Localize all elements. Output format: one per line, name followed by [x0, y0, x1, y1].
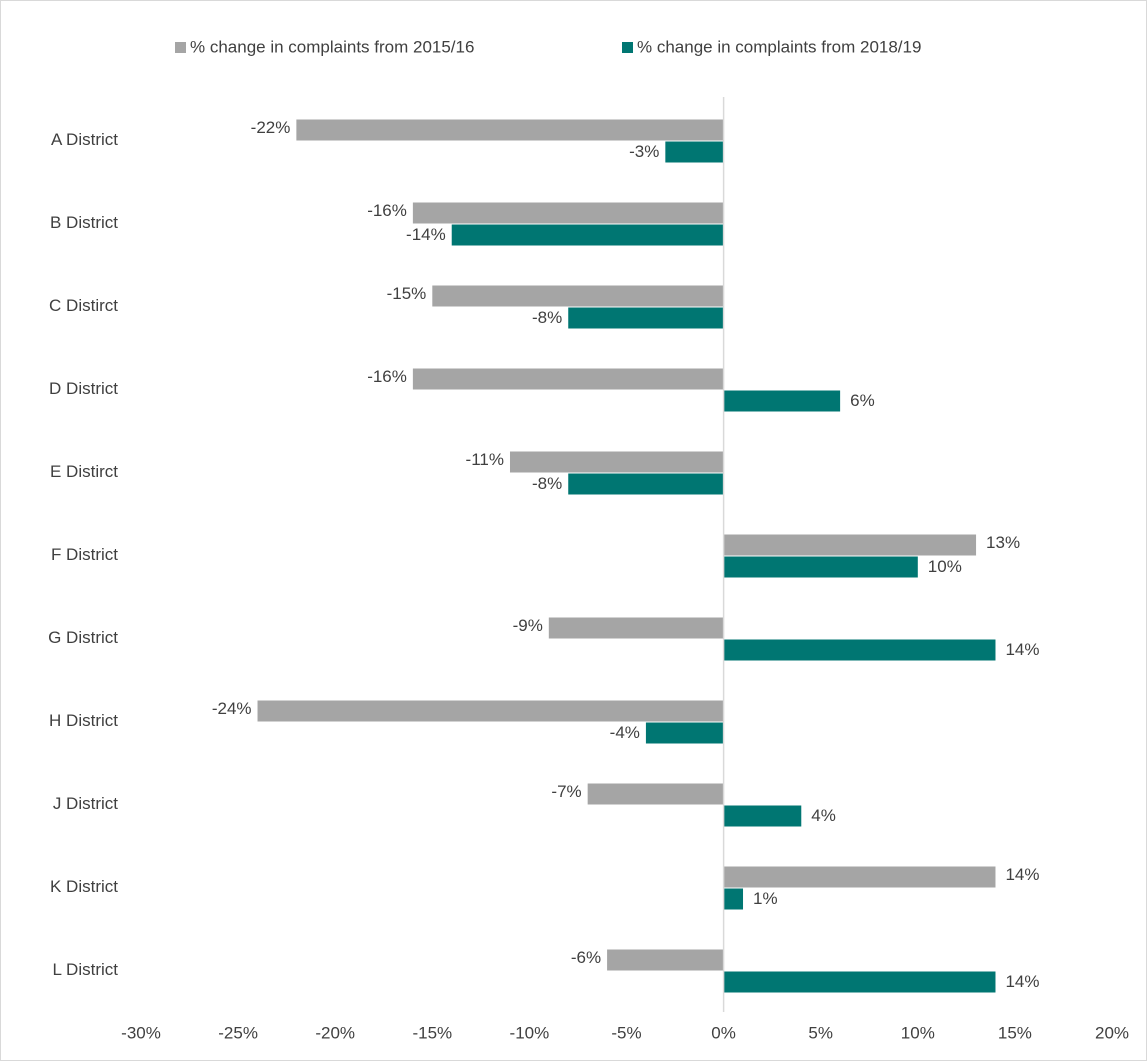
data-label: -24%	[212, 699, 252, 718]
bar	[723, 971, 996, 993]
data-label: 14%	[1005, 972, 1039, 991]
bar	[568, 473, 724, 495]
bar	[257, 700, 724, 722]
data-label: -7%	[551, 782, 581, 801]
bar	[723, 534, 977, 556]
x-tick-label: 10%	[901, 1023, 935, 1042]
x-tick-label: 15%	[998, 1023, 1032, 1042]
data-label: 6%	[850, 391, 875, 410]
x-tick-label: -5%	[611, 1023, 641, 1042]
bar	[665, 141, 724, 163]
bar	[509, 451, 724, 473]
bar	[723, 888, 744, 910]
data-label: -9%	[513, 616, 543, 635]
legend-label: % change in complaints from 2015/16	[190, 37, 474, 56]
bar	[412, 368, 724, 390]
data-label: -3%	[629, 142, 659, 161]
y-tick-label: F District	[51, 545, 118, 564]
data-label: -4%	[610, 723, 640, 742]
data-label: -6%	[571, 948, 601, 967]
bar	[432, 285, 724, 307]
data-label: -15%	[387, 284, 427, 303]
y-tick-label: H District	[49, 711, 118, 730]
data-label: 1%	[753, 889, 778, 908]
bar	[412, 202, 724, 224]
data-label: -22%	[251, 118, 291, 137]
y-tick-label: D District	[49, 379, 118, 398]
data-label: -16%	[367, 367, 407, 386]
x-tick-label: 5%	[808, 1023, 833, 1042]
legend-label: % change in complaints from 2018/19	[637, 37, 921, 56]
bar	[587, 783, 724, 805]
legend-swatch	[622, 42, 633, 53]
y-tick-label: A District	[51, 130, 118, 149]
y-tick-label: G District	[48, 628, 118, 647]
bar	[607, 949, 724, 971]
data-label: -8%	[532, 474, 562, 493]
data-label: 14%	[1005, 640, 1039, 659]
data-label: 13%	[986, 533, 1020, 552]
bar	[296, 119, 724, 141]
x-tick-label: 0%	[711, 1023, 736, 1042]
bar	[723, 805, 802, 827]
bar	[723, 639, 996, 661]
x-tick-label: -20%	[315, 1023, 355, 1042]
y-tick-label: E Distirct	[50, 462, 118, 481]
data-label: -8%	[532, 308, 562, 327]
y-tick-label: J District	[53, 794, 118, 813]
x-tick-label: -10%	[510, 1023, 550, 1042]
x-tick-label: -25%	[218, 1023, 258, 1042]
x-tick-label: -15%	[412, 1023, 452, 1042]
data-label: -11%	[466, 450, 504, 469]
bar	[548, 617, 724, 639]
y-tick-label: L District	[53, 960, 119, 979]
bar	[723, 556, 918, 578]
x-tick-label: -30%	[121, 1023, 161, 1042]
bar	[568, 307, 724, 329]
data-label: -16%	[367, 201, 407, 220]
bar	[451, 224, 724, 246]
data-label: -14%	[406, 225, 446, 244]
x-tick-label: 20%	[1095, 1023, 1129, 1042]
legend-swatch	[175, 42, 186, 53]
y-tick-label: B District	[50, 213, 118, 232]
y-tick-label: C Distirct	[49, 296, 118, 315]
data-label: 14%	[1005, 865, 1039, 884]
y-tick-label: K District	[50, 877, 118, 896]
bar	[645, 722, 724, 744]
data-label: 10%	[928, 557, 962, 576]
data-label: 4%	[811, 806, 836, 825]
bar	[723, 390, 841, 412]
bar	[723, 866, 996, 888]
